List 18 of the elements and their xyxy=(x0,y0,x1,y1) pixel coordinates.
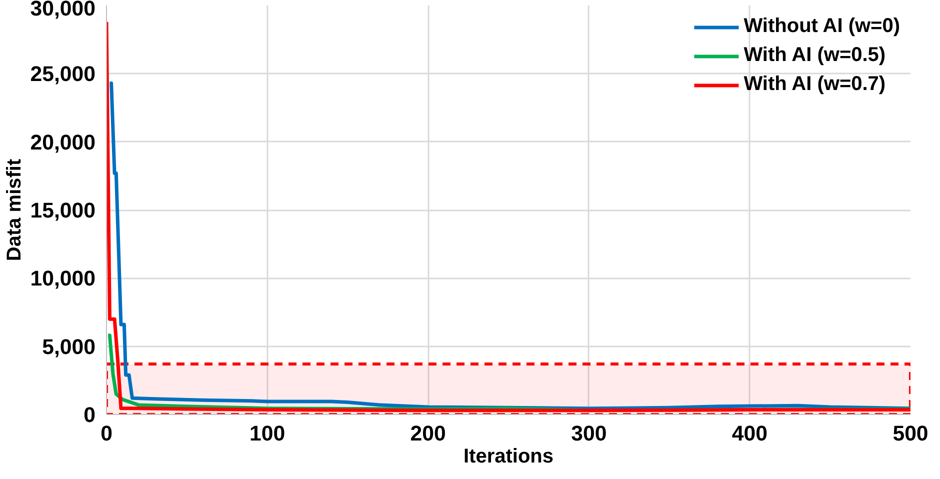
legend-label: With AI (w=0.5) xyxy=(744,44,886,67)
x-tick-label: 0 xyxy=(100,422,112,446)
y-axis-title: Data misfit xyxy=(3,158,26,262)
y-tick-label: 0 xyxy=(84,403,96,427)
legend-label: Without AI (w=0) xyxy=(744,15,900,38)
y-tick-label: 10,000 xyxy=(30,266,96,291)
legend-label: With AI (w=0.7) xyxy=(744,73,886,96)
x-tick-label: 300 xyxy=(571,422,607,446)
y-tick-label: 30,000 xyxy=(30,0,96,20)
y-tick-label: 5,000 xyxy=(42,334,96,359)
x-tick-label: 200 xyxy=(410,422,446,446)
y-tick-label: 20,000 xyxy=(30,130,96,154)
x-tick-label: 400 xyxy=(732,422,768,446)
x-axis-title: Iterations xyxy=(463,446,554,468)
y-tick-label: 25,000 xyxy=(30,62,96,86)
x-tick-label: 100 xyxy=(250,422,286,446)
y-tick-label: 15,000 xyxy=(30,198,96,222)
x-tick-label: 500 xyxy=(892,422,928,446)
